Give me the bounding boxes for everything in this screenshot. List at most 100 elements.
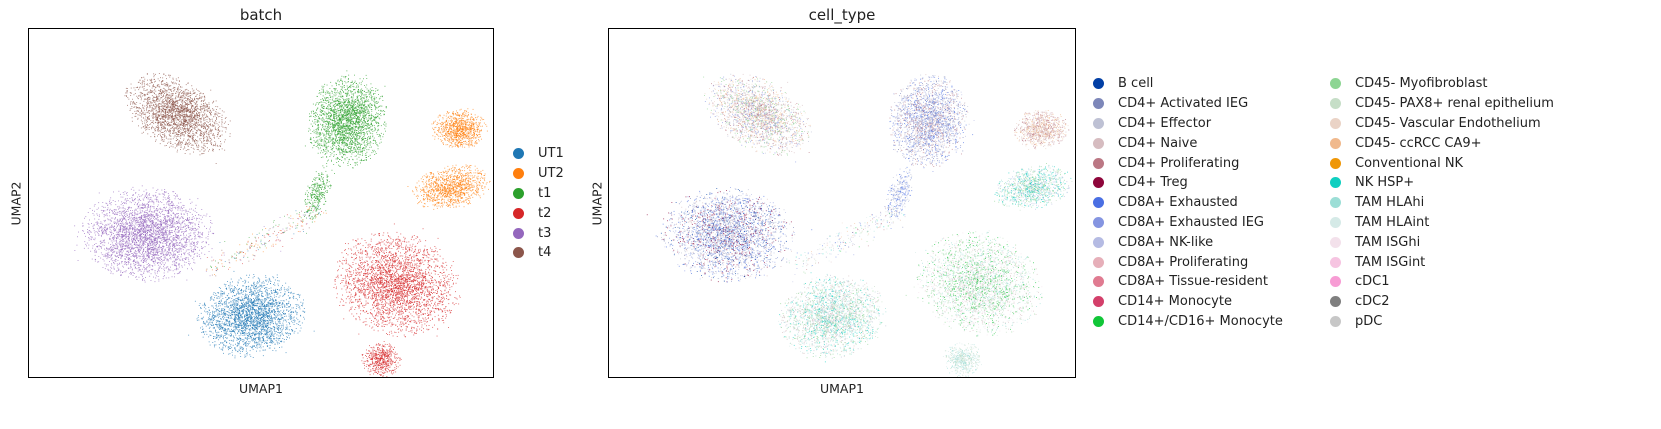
legend-item: t1	[513, 184, 564, 204]
cell-type-y-axis-label: UMAP2	[590, 179, 605, 229]
legend-marker	[1093, 78, 1104, 90]
legend-label: CD8A+ Tissue-resident	[1118, 274, 1268, 289]
legend-item: CD45- Myofibroblast	[1330, 74, 1554, 94]
cluster-points	[361, 341, 402, 377]
bridge-points	[782, 199, 906, 283]
legend-marker	[1330, 276, 1341, 288]
legend-marker	[1093, 296, 1104, 308]
legend-item: Conventional NK	[1330, 153, 1554, 173]
legend-marker	[1330, 296, 1341, 308]
legend-item: CD14+/CD16+ Monocyte	[1093, 312, 1283, 332]
legend-marker	[1093, 177, 1104, 189]
cluster-points	[942, 342, 982, 377]
cluster-points	[778, 273, 887, 363]
legend-item: cDC2	[1330, 292, 1554, 312]
legend-marker	[1093, 197, 1104, 209]
legend-label: cDC2	[1355, 294, 1390, 309]
legend-label: CD8A+ Exhausted IEG	[1118, 215, 1264, 230]
legend-marker	[1330, 78, 1341, 90]
legend-label: t4	[538, 245, 551, 260]
legend-item: CD4+ Effector	[1093, 114, 1283, 134]
legend-label: CD45- Vascular Endothelium	[1355, 116, 1541, 131]
cluster-points	[304, 70, 387, 174]
cluster-points	[646, 187, 813, 283]
cluster-points	[188, 270, 315, 359]
cluster-points	[333, 223, 461, 338]
legend-label: CD4+ Treg	[1118, 175, 1188, 190]
legend-item: TAM ISGint	[1330, 252, 1554, 272]
batch-scatter-canvas	[74, 70, 491, 377]
legend-item: UT2	[513, 164, 564, 184]
legend-marker	[1093, 98, 1104, 110]
legend-label: TAM HLAint	[1355, 215, 1429, 230]
legend-marker	[1330, 157, 1341, 169]
legend-marker	[1330, 236, 1341, 248]
legend-item: UT1	[513, 144, 564, 164]
legend-label: cDC1	[1355, 274, 1390, 289]
legend-label: TAM HLAhi	[1355, 195, 1424, 210]
legend-marker	[513, 207, 524, 219]
legend-item: B cell	[1093, 74, 1283, 94]
legend-item: CD8A+ Tissue-resident	[1093, 272, 1283, 292]
legend-item: CD8A+ Proliferating	[1093, 252, 1283, 272]
cluster-points	[884, 166, 913, 224]
batch-scatter-plot	[28, 28, 494, 378]
legend-label: t3	[538, 226, 551, 241]
legend-marker	[1093, 117, 1104, 129]
cluster-points	[994, 163, 1073, 211]
legend-label: UT1	[538, 146, 564, 161]
batch-y-axis-label: UMAP2	[9, 179, 24, 229]
legend-marker	[1093, 157, 1104, 169]
legend-label: CD4+ Effector	[1118, 116, 1211, 131]
legend-label: TAM ISGint	[1355, 255, 1425, 270]
legend-item: TAM ISGhi	[1330, 232, 1554, 252]
legend-marker	[513, 187, 524, 199]
legend-item: pDC	[1330, 312, 1554, 332]
legend-item: CD45- Vascular Endothelium	[1330, 114, 1554, 134]
cell-type-x-axis-label: UMAP1	[608, 381, 1076, 396]
cluster-points	[124, 73, 231, 164]
legend-item: t3	[513, 223, 564, 243]
legend-label: UT2	[538, 166, 564, 181]
legend-marker	[1093, 236, 1104, 248]
cluster-points	[1014, 110, 1070, 150]
legend-item: CD8A+ Exhausted	[1093, 193, 1283, 213]
legend-label: CD8A+ NK-like	[1118, 235, 1213, 250]
cluster-points	[431, 108, 488, 148]
legend-marker	[513, 227, 524, 239]
legend-label: B cell	[1118, 76, 1153, 91]
legend-item: TAM HLAint	[1330, 213, 1554, 233]
legend-label: CD8A+ Exhausted	[1118, 195, 1238, 210]
legend-item: CD4+ Proliferating	[1093, 153, 1283, 173]
legend-label: CD4+ Proliferating	[1118, 156, 1239, 171]
legend-label: CD8A+ Proliferating	[1118, 255, 1248, 270]
cluster-points	[74, 185, 215, 283]
legend-item: CD8A+ NK-like	[1093, 232, 1283, 252]
legend-label: CD45- Myofibroblast	[1355, 76, 1487, 91]
batch-plot-title: batch	[29, 6, 493, 24]
legend-label: NK HSP+	[1355, 175, 1414, 190]
legend-marker	[513, 168, 524, 180]
cell-type-plot-title: cell_type	[609, 6, 1075, 24]
legend-marker	[1093, 137, 1104, 149]
legend-marker	[1330, 197, 1341, 209]
cluster-points	[905, 230, 1043, 337]
cluster-points	[304, 165, 333, 223]
legend-item: CD8A+ Exhausted IEG	[1093, 213, 1283, 233]
legend-marker	[1093, 315, 1104, 327]
legend-item: cDC1	[1330, 272, 1554, 292]
legend-item: NK HSP+	[1330, 173, 1554, 193]
legend-item: t4	[513, 243, 564, 263]
legend-label: CD14+ Monocyte	[1118, 294, 1232, 309]
legend-item: CD4+ Treg	[1093, 173, 1283, 193]
legend-marker	[1330, 177, 1341, 189]
legend-marker	[513, 148, 524, 160]
legend-label: CD45- ccRCC CA9+	[1355, 136, 1482, 151]
legend-marker	[1093, 276, 1104, 288]
cluster-points	[889, 74, 975, 172]
legend-marker	[1330, 256, 1341, 268]
legend-item: TAM HLAhi	[1330, 193, 1554, 213]
cell-type-scatter-canvas	[646, 73, 1073, 377]
batch-x-axis-label: UMAP1	[28, 381, 494, 396]
legend-label: CD45- PAX8+ renal epithelium	[1355, 96, 1554, 111]
